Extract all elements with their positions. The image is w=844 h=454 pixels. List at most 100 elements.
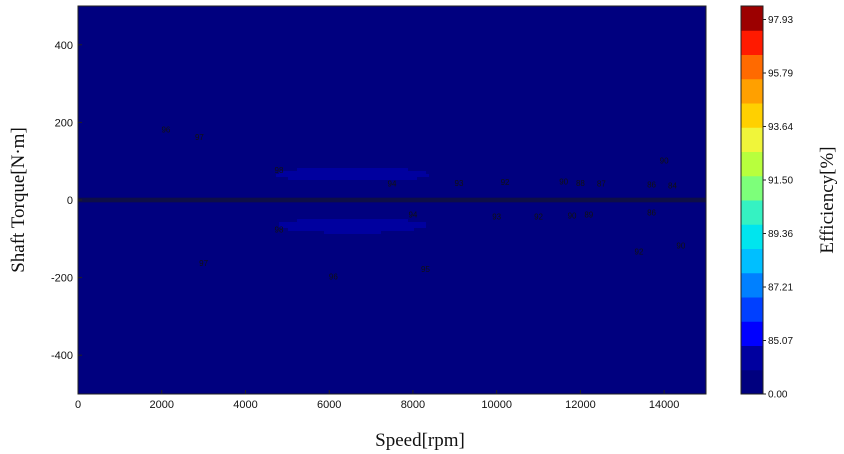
contour-cell bbox=[96, 33, 100, 37]
contour-cell bbox=[102, 30, 106, 34]
contour-cell bbox=[336, 6, 340, 10]
contour-cell bbox=[408, 9, 412, 13]
contour-cell bbox=[147, 30, 151, 34]
contour-cell bbox=[453, 30, 457, 34]
contour-cell bbox=[153, 6, 157, 10]
contour-cell bbox=[678, 15, 682, 19]
contour-cell bbox=[147, 21, 151, 25]
contour-cell bbox=[606, 9, 610, 13]
contour-cell bbox=[408, 12, 412, 16]
contour-cell bbox=[588, 18, 592, 22]
contour-cell bbox=[621, 15, 625, 19]
contour-cell bbox=[618, 21, 622, 25]
contour-cell bbox=[363, 18, 367, 22]
contour-cell bbox=[606, 33, 610, 37]
contour-cell bbox=[381, 12, 385, 16]
contour-cell bbox=[150, 12, 154, 16]
contour-cell bbox=[333, 33, 337, 37]
contour-cell bbox=[168, 39, 172, 43]
contour-cell bbox=[573, 18, 577, 22]
contour-cell bbox=[171, 21, 175, 25]
contour-cell bbox=[348, 24, 352, 28]
contour-cell bbox=[123, 21, 127, 25]
contour-cell bbox=[369, 27, 373, 31]
contour-cell bbox=[330, 21, 334, 25]
contour-cell bbox=[105, 9, 109, 13]
contour-cell bbox=[561, 6, 565, 10]
contour-cell bbox=[357, 18, 361, 22]
contour-cell bbox=[615, 24, 619, 28]
contour-cell bbox=[351, 6, 355, 10]
contour-cell bbox=[669, 18, 673, 22]
contour-cell bbox=[96, 24, 100, 28]
contour-cell bbox=[207, 6, 211, 10]
contour-cell bbox=[273, 21, 277, 25]
contour-cell bbox=[414, 6, 418, 10]
contour-cell bbox=[579, 24, 583, 28]
contour-cell bbox=[417, 15, 421, 19]
contour-cell bbox=[612, 21, 616, 25]
contour-cell bbox=[408, 21, 412, 25]
contour-cell bbox=[222, 18, 226, 22]
contour-cell bbox=[582, 12, 586, 16]
contour-cell bbox=[420, 18, 424, 22]
contour-cell bbox=[171, 15, 175, 19]
contour-cell bbox=[627, 18, 631, 22]
contour-cell bbox=[408, 24, 412, 28]
contour-cell bbox=[471, 18, 475, 22]
contour-cell bbox=[594, 36, 598, 40]
contour-cell bbox=[237, 27, 241, 31]
contour-cell bbox=[207, 21, 211, 25]
contour-cell bbox=[627, 21, 631, 25]
contour-cell bbox=[228, 9, 232, 13]
contour-cell bbox=[210, 30, 214, 34]
contour-cell bbox=[450, 33, 454, 37]
contour-cell bbox=[396, 27, 400, 31]
contour-cell bbox=[216, 21, 220, 25]
contour-cell bbox=[684, 24, 688, 28]
contour-cell bbox=[123, 30, 127, 34]
contour-cell bbox=[291, 6, 295, 10]
contour-cell bbox=[105, 21, 109, 25]
contour-cell bbox=[216, 15, 220, 19]
contour-cell bbox=[597, 36, 601, 40]
contour-cell bbox=[213, 18, 217, 22]
contour-cell bbox=[234, 30, 238, 34]
contour-cell bbox=[270, 24, 274, 28]
contour-cell bbox=[477, 27, 481, 31]
contour-cell bbox=[120, 27, 124, 31]
contour-cell bbox=[255, 6, 259, 10]
contour-cell bbox=[228, 36, 232, 40]
contour-cell bbox=[303, 33, 307, 37]
contour-cell bbox=[168, 33, 172, 37]
contour-cell bbox=[690, 18, 694, 22]
contour-cell bbox=[570, 9, 574, 13]
contour-cell bbox=[669, 21, 673, 25]
contour-cell bbox=[363, 6, 367, 10]
contour-cell bbox=[540, 24, 544, 28]
contour-cell bbox=[285, 33, 289, 37]
contour-cell bbox=[453, 27, 457, 31]
contour-cell bbox=[633, 15, 637, 19]
contour-cell bbox=[180, 15, 184, 19]
contour-cell bbox=[654, 33, 658, 37]
contour-cell bbox=[684, 36, 688, 40]
contour-cell bbox=[183, 6, 187, 10]
contour-cell bbox=[195, 33, 199, 37]
contour-cell bbox=[696, 21, 700, 25]
contour-cell bbox=[270, 36, 274, 40]
contour-cell bbox=[258, 21, 262, 25]
contour-cell bbox=[627, 6, 631, 10]
contour-cell bbox=[93, 30, 97, 34]
contour-cell bbox=[549, 24, 553, 28]
contour-cell bbox=[387, 24, 391, 28]
contour-cell bbox=[264, 9, 268, 13]
contour-cell bbox=[465, 33, 469, 37]
contour-cell bbox=[429, 24, 433, 28]
contour-cell bbox=[444, 9, 448, 13]
contour-cell bbox=[645, 24, 649, 28]
contour-cell bbox=[621, 9, 625, 13]
contour-cell bbox=[396, 9, 400, 13]
contour-cell bbox=[174, 9, 178, 13]
contour-cell bbox=[294, 27, 298, 31]
